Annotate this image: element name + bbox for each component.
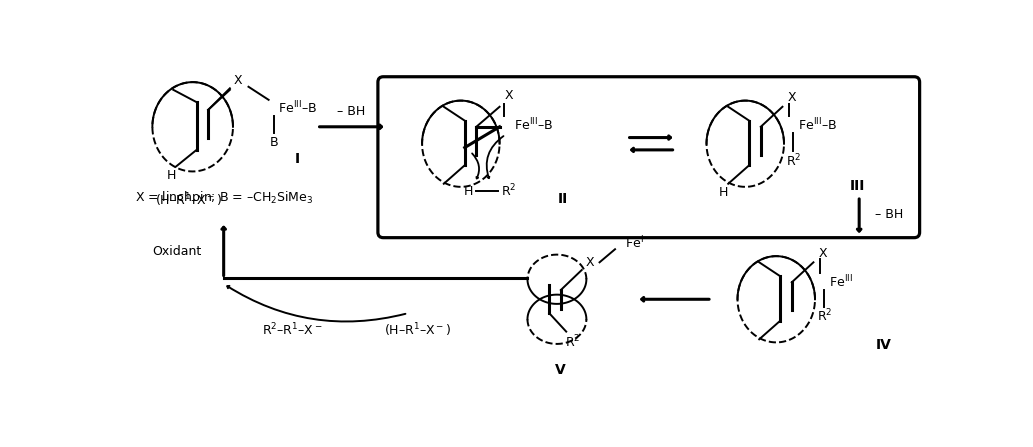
- Text: Fe$^{\rm I}$: Fe$^{\rm I}$: [625, 235, 644, 251]
- Text: (H–R$^1$–X$^-$): (H–R$^1$–X$^-$): [384, 321, 451, 339]
- Text: X: X: [233, 74, 242, 87]
- Text: H: H: [719, 186, 728, 199]
- Text: X: X: [818, 247, 827, 260]
- Text: – BH: – BH: [338, 105, 366, 118]
- Text: Oxidant: Oxidant: [153, 245, 201, 258]
- Text: II: II: [558, 192, 568, 206]
- Text: R$^2$: R$^2$: [785, 152, 801, 169]
- Text: Fe$^{\rm III}$–B: Fe$^{\rm III}$–B: [513, 117, 553, 134]
- Text: R$^2$: R$^2$: [501, 183, 516, 200]
- Text: B: B: [270, 136, 278, 149]
- Text: X: X: [504, 89, 513, 102]
- Text: X: X: [585, 256, 594, 269]
- Text: X: X: [787, 91, 796, 104]
- Text: X = linchpin; B = –CH$_2$SiMe$_3$: X = linchpin; B = –CH$_2$SiMe$_3$: [135, 189, 314, 206]
- Text: Fe$^{\rm III}$: Fe$^{\rm III}$: [828, 274, 853, 291]
- Text: – BH: – BH: [875, 208, 903, 221]
- Text: R$^2$–R$^1$–X$^-$: R$^2$–R$^1$–X$^-$: [261, 322, 322, 338]
- Text: I: I: [294, 152, 300, 166]
- FancyBboxPatch shape: [378, 77, 919, 238]
- Text: (H–R$^1$–X$^-$): (H–R$^1$–X$^-$): [155, 191, 222, 209]
- Text: Fe$^{\rm III}$–B: Fe$^{\rm III}$–B: [278, 100, 317, 117]
- Text: R$^2$: R$^2$: [565, 333, 581, 350]
- Text: H: H: [166, 169, 176, 182]
- Text: H: H: [464, 185, 473, 198]
- Text: V: V: [556, 363, 566, 377]
- Text: III: III: [850, 179, 866, 193]
- Text: Fe$^{\rm III}$–B: Fe$^{\rm III}$–B: [797, 117, 837, 134]
- Text: R$^2$: R$^2$: [817, 308, 832, 325]
- Text: IV: IV: [875, 338, 891, 353]
